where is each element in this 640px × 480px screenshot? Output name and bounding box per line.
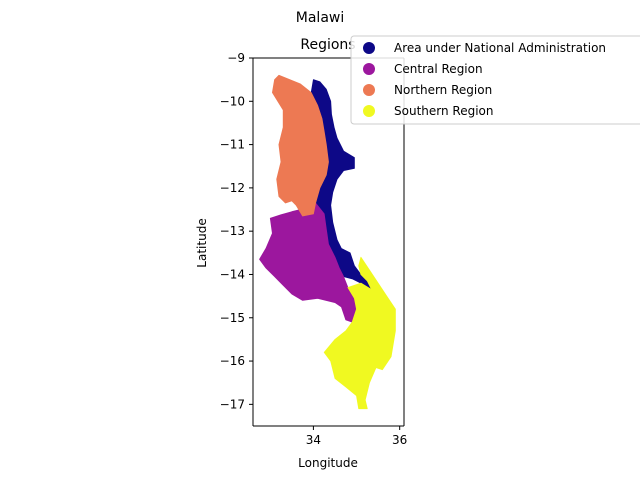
x-axis-label: Longitude: [298, 456, 358, 470]
x-tick-label: 36: [392, 433, 407, 447]
region-polygons: [259, 74, 396, 410]
y-tick-label: −11: [220, 138, 245, 152]
y-tick-label: −15: [220, 311, 245, 325]
x-tick-label: 34: [306, 433, 321, 447]
y-tick-label: −14: [220, 267, 245, 281]
chart-title: Regions: [300, 37, 355, 53]
y-tick-label: −17: [220, 397, 245, 411]
legend-marker: [363, 84, 375, 96]
legend: Area under National Administration Centra…: [350, 35, 640, 125]
legend-label: Northern Region: [394, 83, 492, 97]
legend-marker: [363, 105, 375, 117]
y-tick-label: −10: [220, 94, 245, 108]
axis-ticks: 34 36 −9 −10 −11 −12 −13 −14 −15 −16 −17: [220, 51, 408, 447]
y-tick-label: −12: [220, 181, 245, 195]
legend-label: Area under National Administration: [394, 41, 606, 55]
legend-marker: [363, 63, 375, 75]
y-tick-label: −13: [220, 224, 245, 238]
y-axis-label: Latitude: [195, 218, 209, 267]
y-tick-label: −9: [227, 51, 245, 65]
legend-label: Central Region: [394, 62, 483, 76]
legend-marker: [363, 42, 375, 54]
region-northern-region-polygon: [271, 74, 329, 217]
legend-label: Southern Region: [394, 104, 493, 118]
y-tick-label: −16: [220, 354, 245, 368]
chart-suptitle: Malawi: [296, 10, 344, 26]
legend-items: Area under National Administration Centra…: [363, 41, 606, 118]
region-southern-region-polygon: [323, 256, 396, 410]
legend-frame: [350, 35, 640, 125]
